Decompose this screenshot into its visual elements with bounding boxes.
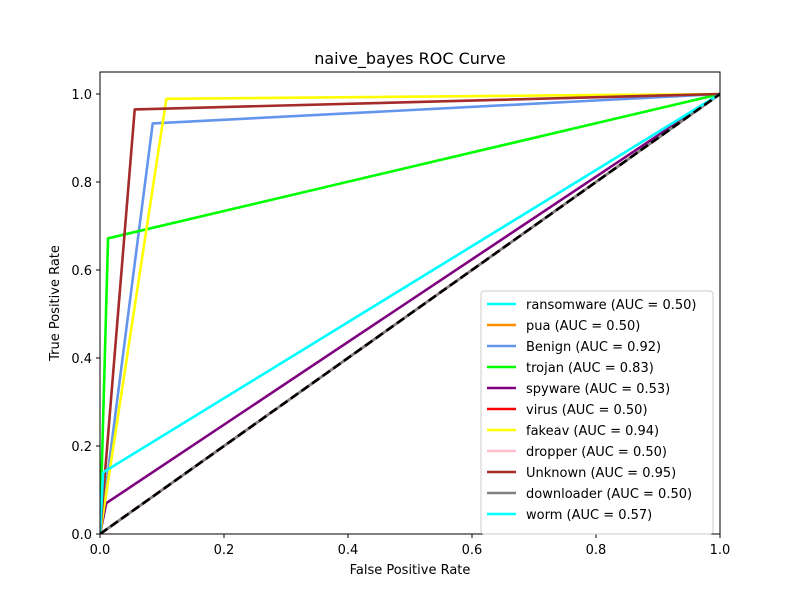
chart-title: naive_bayes ROC Curve [314, 49, 506, 69]
legend-label: Unknown (AUC = 0.95) [526, 466, 676, 481]
series-group [100, 92, 720, 534]
roc-line-trojan [100, 92, 720, 534]
roc-line-benign [100, 92, 720, 534]
y-tick-label: 0.4 [71, 352, 92, 367]
legend: ransomware (AUC = 0.50) pua (AUC = 0.50) B… [480, 290, 714, 535]
plot-frame [99, 71, 721, 535]
x-axis-label: False Positive Rate [350, 563, 471, 578]
random-classifier-line [100, 92, 720, 534]
y-tick-label: 0.0 [71, 528, 92, 543]
x-tick-label: 0.2 [214, 543, 235, 558]
y-axis-label: True Positive Rate [48, 245, 63, 362]
y-tick-label: 0.8 [71, 176, 92, 191]
legend-label: virus (AUC = 0.50) [526, 403, 648, 418]
y-tick-label: 1.0 [71, 88, 92, 103]
legend-label: ransomware (AUC = 0.50) [526, 298, 696, 313]
x-tick-label: 0.4 [338, 543, 359, 558]
legend-label: dropper (AUC = 0.50) [526, 445, 667, 460]
roc-line-unknown [100, 92, 720, 534]
roc-line-worm [100, 92, 720, 534]
y-tick-label: 0.2 [71, 440, 92, 455]
x-tick-label: 0.8 [586, 543, 607, 558]
legend-label: fakeav (AUC = 0.94) [526, 424, 659, 439]
legend-label: Benign (AUC = 0.92) [526, 340, 661, 355]
legend-label: spyware (AUC = 0.53) [526, 382, 670, 397]
legend-label: worm (AUC = 0.57) [526, 508, 652, 523]
y-axis: 0.0 0.2 0.4 0.6 0.8 1.0 [71, 88, 100, 543]
roc-line-fakeav [100, 92, 720, 534]
x-tick-label: 0.6 [462, 543, 483, 558]
x-axis: 0.0 0.2 0.4 0.6 0.8 1.0 [90, 534, 731, 558]
x-tick-label: 1.0 [710, 543, 731, 558]
legend-box [480, 290, 714, 535]
legend-label: pua (AUC = 0.50) [526, 319, 640, 334]
legend-label: downloader (AUC = 0.50) [526, 487, 692, 502]
legend-label: trojan (AUC = 0.83) [526, 361, 654, 376]
y-tick-label: 0.6 [71, 264, 92, 279]
x-tick-label: 0.0 [90, 543, 111, 558]
